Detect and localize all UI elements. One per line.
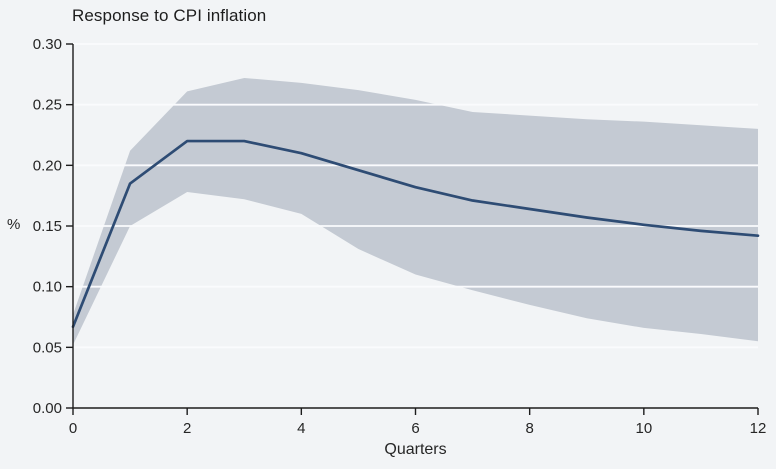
y-tick-label: 0.00 <box>33 400 62 417</box>
x-tick-label: 2 <box>183 420 191 437</box>
confidence-band <box>73 77 758 345</box>
x-tick-label: 12 <box>750 420 767 437</box>
y-axis-unit-label: % <box>7 216 21 233</box>
y-tick-label: 0.30 <box>33 36 62 53</box>
x-tick-label: 0 <box>69 420 77 437</box>
response-line <box>71 139 760 329</box>
y-tick-label: 0.05 <box>33 339 62 356</box>
y-tick-label: 0.10 <box>33 279 62 296</box>
y-tick-label: 0.20 <box>33 157 62 174</box>
chart-title: Response to CPI inflation <box>72 6 267 25</box>
x-axis-title: Quarters <box>384 441 447 458</box>
x-tick-label: 8 <box>525 420 533 437</box>
x-tick-label: 6 <box>411 420 419 437</box>
y-tick-label: 0.15 <box>33 218 62 235</box>
y-tick-label: 0.25 <box>33 97 62 114</box>
x-tick-label: 4 <box>297 420 305 437</box>
x-tick-label: 10 <box>635 420 652 437</box>
